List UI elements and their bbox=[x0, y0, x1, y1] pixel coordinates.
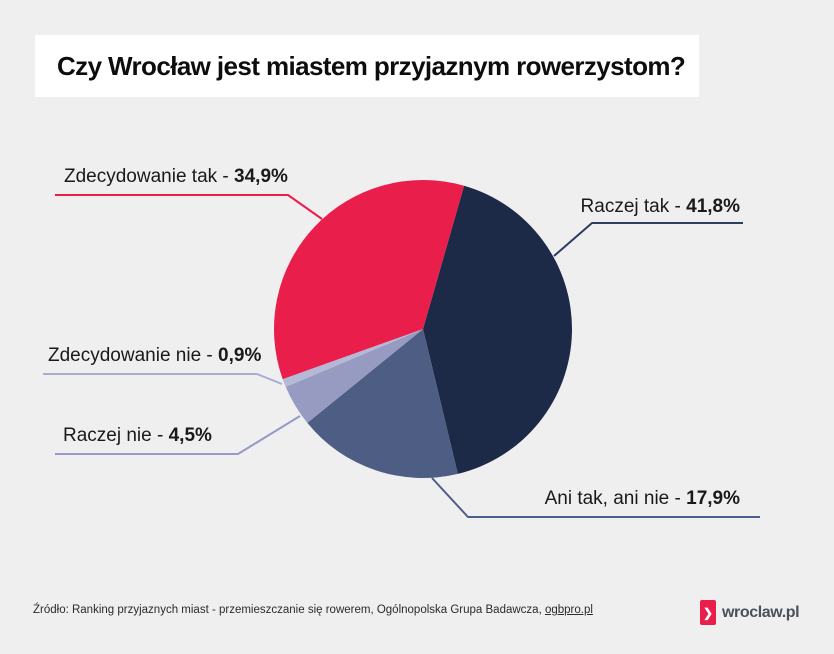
pie-slice-raczej-tak bbox=[423, 185, 573, 474]
leader-line-ani-tak-ani-nie bbox=[431, 477, 760, 518]
pie-label-value: 4,5% bbox=[168, 425, 212, 446]
page-title: Czy Wrocław jest miastem przyjaznym rowe… bbox=[57, 50, 686, 81]
source-link[interactable]: ogbpro.pl bbox=[544, 604, 593, 616]
logo-text: wroclaw.pl bbox=[722, 603, 800, 621]
pie-label-zdecydowanie-tak: Zdecydowanie tak - 34,9% bbox=[64, 166, 288, 188]
pie-label-value: 17,9% bbox=[686, 488, 740, 509]
pie-label-zdecydowanie-nie: Zdecydowanie nie - 0,9% bbox=[48, 345, 261, 367]
leader-line-zdecydowanie-tak bbox=[55, 194, 323, 220]
wroclaw-logo: ❯ wroclaw.pl bbox=[700, 600, 800, 625]
pie-label-text: Zdecydowanie tak - bbox=[64, 166, 235, 187]
pie-label-value: 41,8% bbox=[686, 196, 740, 217]
source-note: Źródło: Ranking przyjaznych miast - prze… bbox=[33, 604, 593, 616]
pie-label-text: Ani tak, ani nie - bbox=[544, 488, 687, 509]
title-bar: Czy Wrocław jest miastem przyjaznym rowe… bbox=[35, 35, 699, 97]
pie-label-raczej-nie: Raczej nie - 4,5% bbox=[63, 425, 212, 447]
chevron-right-icon: ❯ bbox=[700, 600, 716, 625]
source-text: Źródło: Ranking przyjaznych miast - prze… bbox=[33, 604, 545, 616]
leader-line-zdecydowanie-nie bbox=[43, 373, 283, 385]
leader-line-raczej-tak bbox=[553, 222, 743, 257]
pie-label-raczej-tak: Raczej tak - 41,8% bbox=[581, 196, 740, 218]
pie-label-text: Raczej nie - bbox=[63, 425, 169, 446]
pie-label-value: 34,9% bbox=[234, 166, 288, 187]
pie-label-ani-tak-ani-nie: Ani tak, ani nie - 17,9% bbox=[545, 488, 740, 510]
pie-slice-zdecydowanie-tak bbox=[274, 179, 465, 380]
leader-line-raczej-nie bbox=[55, 415, 301, 455]
pie-label-text: Raczej tak - bbox=[580, 196, 687, 217]
pie-label-value: 0,9% bbox=[218, 345, 262, 366]
pie-slice-ani-tak-ani-nie bbox=[307, 329, 458, 478]
pie-label-text: Zdecydowanie nie - bbox=[48, 345, 219, 366]
pie-slice-zdecydowanie-nie bbox=[282, 329, 423, 387]
pie-slice-raczej-nie bbox=[285, 329, 423, 423]
